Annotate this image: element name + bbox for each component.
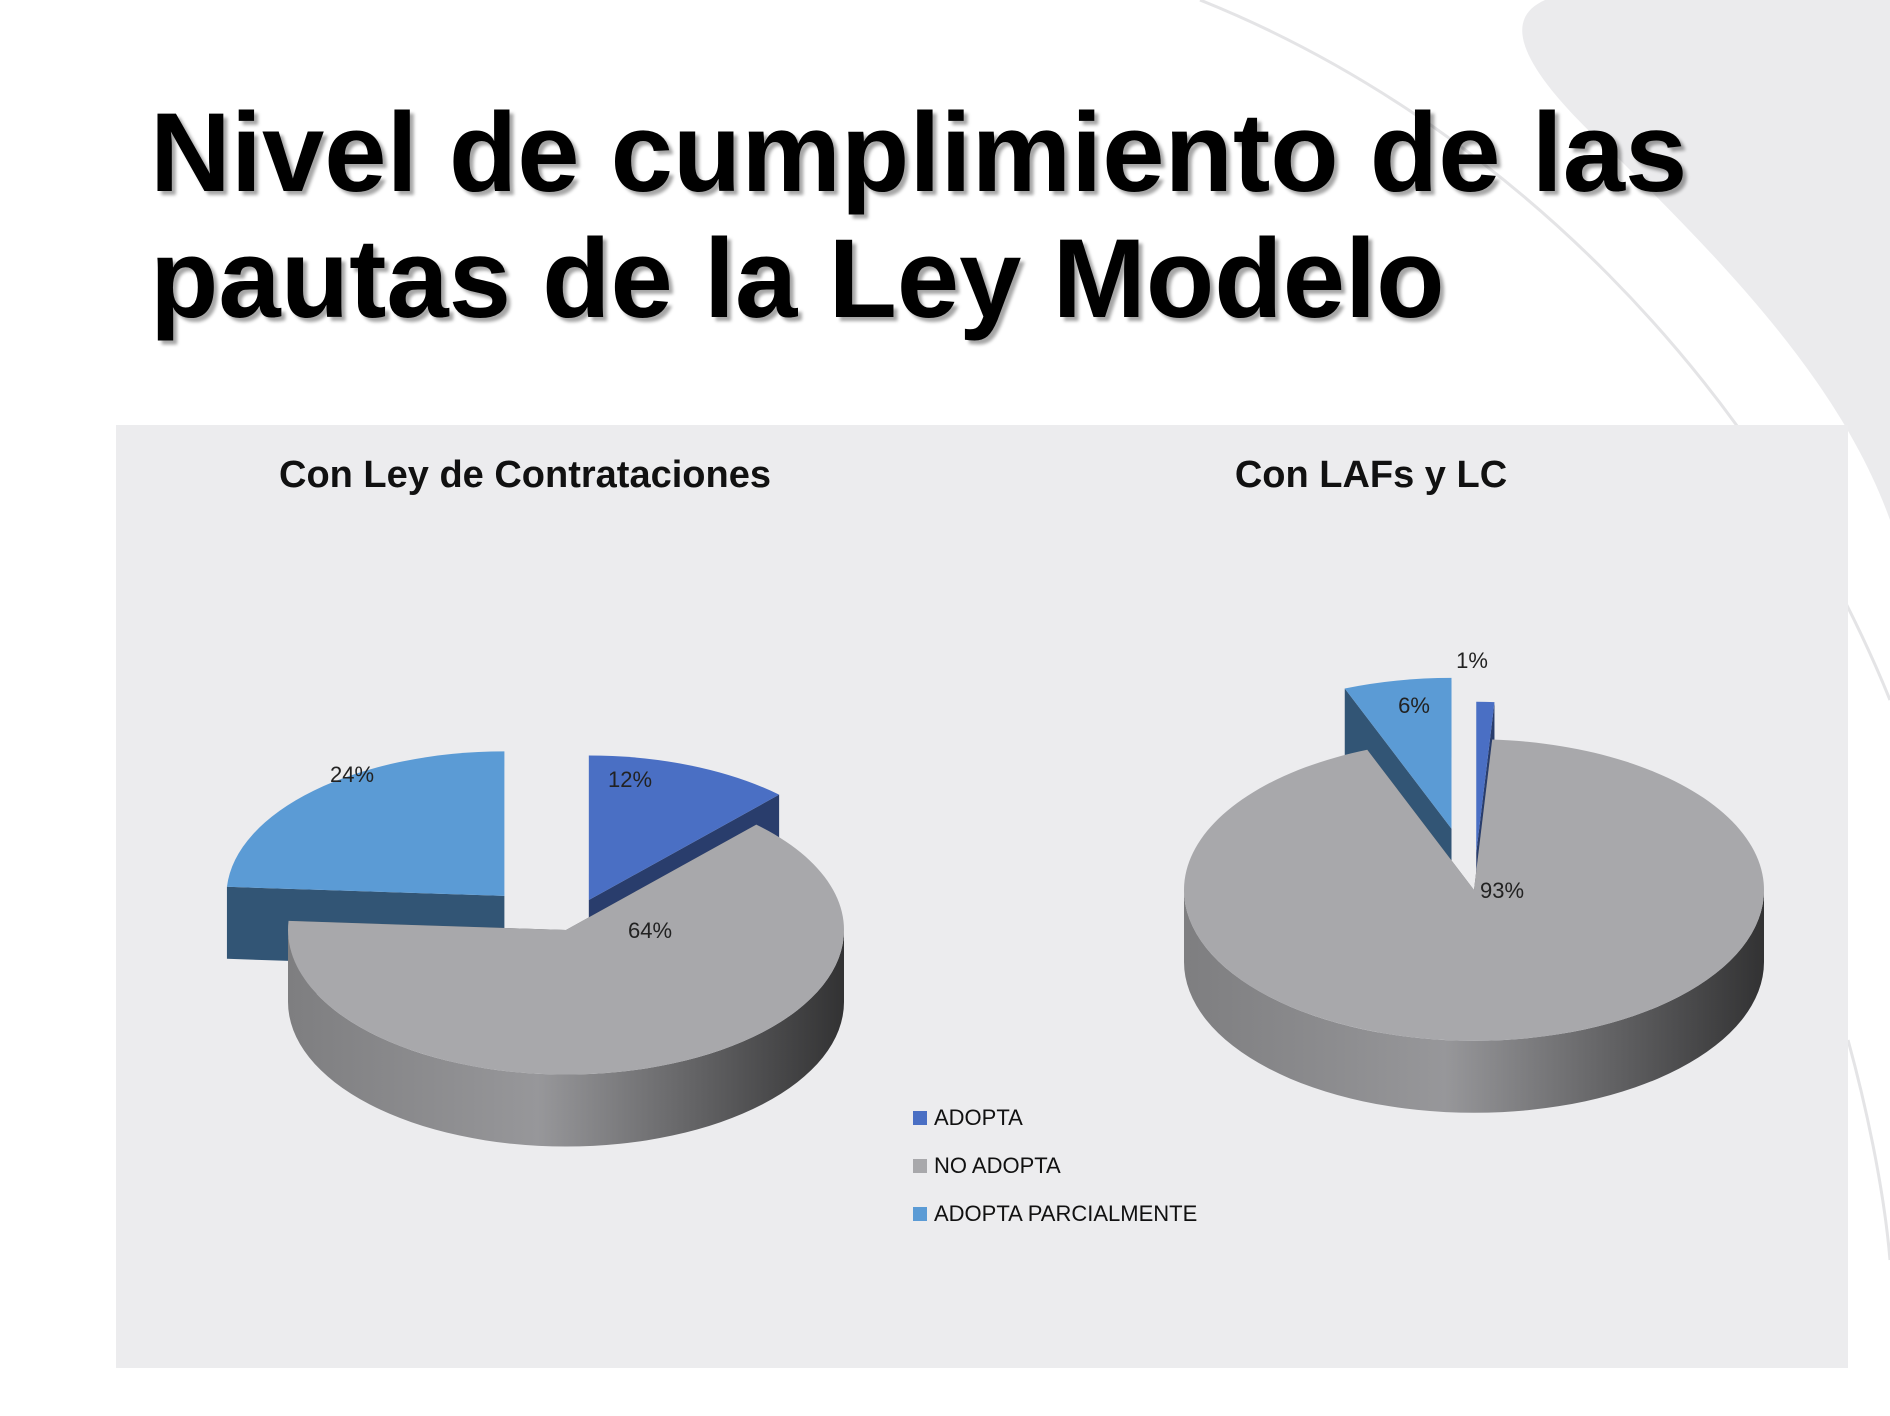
pie-slice-top bbox=[588, 755, 780, 901]
legend-item-no-adopta: NO ADOPTA bbox=[913, 1153, 1061, 1178]
pie-chart-con-ley-de-contrataciones: Con Ley de Contrataciones 12% 64% 24% bbox=[226, 454, 844, 1147]
legend-item-adopta-parcialmente: ADOPTA PARCIALMENTE bbox=[913, 1201, 1197, 1226]
pie-slice-top bbox=[1476, 701, 1495, 853]
slide-title: Nivel de cumplimiento de las pautas de l… bbox=[150, 90, 1688, 341]
pie-slice-top bbox=[1184, 739, 1765, 1041]
legend-swatch bbox=[913, 1159, 927, 1173]
pie-slice-rim bbox=[1184, 890, 1764, 1113]
pie-title: Con LAFs y LC bbox=[1235, 454, 1507, 496]
pie-slice-top bbox=[288, 824, 844, 1075]
legend-label: ADOPTA bbox=[934, 1105, 1023, 1130]
pie-slice-rim bbox=[288, 930, 844, 1147]
legend-swatch bbox=[913, 1111, 927, 1125]
data-label-adopta-parcialmente: 6% bbox=[1398, 693, 1430, 718]
legend-label: ADOPTA PARCIALMENTE bbox=[934, 1201, 1197, 1226]
pie-chart-con-lafs-y-lc: Con LAFs y LC 1% 93% 6% bbox=[1184, 454, 1765, 1113]
data-label-adopta-parcialmente: 24% bbox=[330, 762, 374, 787]
pie-slice-top bbox=[1344, 677, 1452, 829]
legend-swatch bbox=[913, 1207, 927, 1221]
chart-panel: Con Ley de Contrataciones 12% 64% 24% Con … bbox=[116, 425, 1848, 1368]
pie-title: Con Ley de Contrataciones bbox=[279, 454, 771, 496]
data-label-no-adopta: 93% bbox=[1480, 878, 1524, 903]
legend-label: NO ADOPTA bbox=[934, 1153, 1061, 1178]
data-label-adopta: 12% bbox=[608, 767, 652, 792]
data-label-adopta: 1% bbox=[1456, 648, 1488, 673]
chart-legend: ADOPTA NO ADOPTA ADOPTA PARCIALMENTE bbox=[913, 1105, 1197, 1226]
pie-charts: Con Ley de Contrataciones 12% 64% 24% Con … bbox=[226, 454, 1765, 1226]
background-curve-line-lower bbox=[1846, 1039, 1890, 1261]
pie-slice-no-adopta bbox=[288, 824, 844, 1147]
legend-item-adopta: ADOPTA bbox=[913, 1105, 1023, 1130]
pie-slice-no-adopta bbox=[1184, 739, 1765, 1113]
data-label-no-adopta: 64% bbox=[628, 918, 672, 943]
background-swoosh bbox=[1522, 0, 1890, 520]
pie-slice-top bbox=[226, 751, 505, 896]
